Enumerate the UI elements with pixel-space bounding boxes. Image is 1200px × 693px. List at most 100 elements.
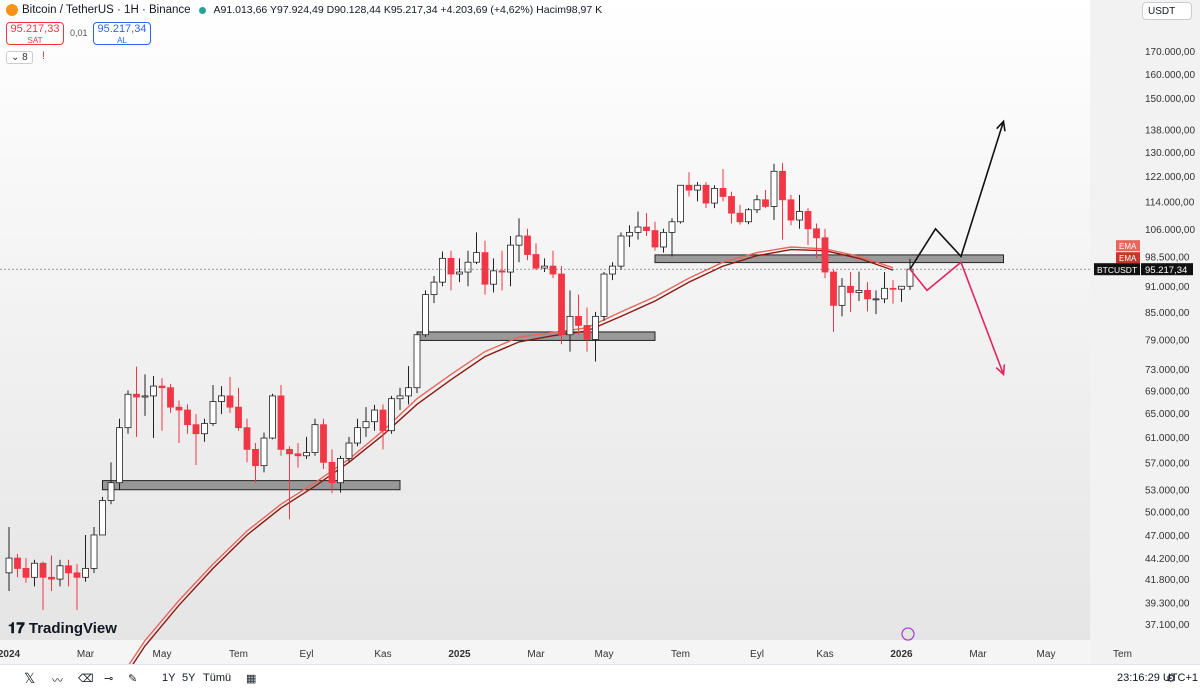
candle [498, 250, 506, 291]
candle-body [73, 572, 81, 578]
range-1y[interactable]: 1Y [162, 672, 176, 684]
x-tick-label: Kas [816, 649, 833, 660]
y-tick-label: 61.000,00 [1145, 433, 1190, 444]
candle [269, 393, 276, 440]
logo-text: TradingView [28, 620, 117, 637]
candle-body [371, 409, 378, 423]
candle-body [107, 482, 115, 501]
candle [804, 208, 812, 246]
indicator-toggle[interactable]: ⌄ 8 [6, 51, 33, 64]
candle [286, 446, 293, 520]
clock[interactable]: 23:16:29 UTC+1 [1117, 672, 1199, 684]
candle-body [22, 568, 30, 578]
spread-value: 0,01 [70, 28, 88, 38]
settings-icon[interactable]: ⚙ [1166, 673, 1176, 685]
candle-body [201, 423, 208, 435]
candle-body [617, 235, 625, 267]
brush-icon[interactable]: ✎ [128, 673, 138, 685]
candle [634, 211, 642, 240]
line-tool-icon[interactable]: ⊸ [104, 673, 114, 685]
candle [294, 443, 302, 468]
candle [201, 418, 208, 442]
candle [150, 375, 157, 439]
candle-body [464, 261, 472, 273]
x-tick-label: Tem [229, 649, 248, 660]
candle-body [65, 565, 72, 574]
candle [515, 218, 523, 263]
y-tick-label: 98.500,00 [1145, 252, 1190, 263]
y-tick-label: 85.000,00 [1145, 308, 1190, 319]
candle-body [252, 448, 259, 467]
candle [847, 272, 854, 312]
calendar-icon[interactable]: ▦ [246, 673, 257, 685]
candle [575, 294, 582, 335]
candle [218, 386, 225, 415]
candle-body [575, 315, 582, 326]
candle-body [82, 568, 89, 578]
y-tick-label: 50.000,00 [1145, 508, 1190, 519]
currency-selector[interactable]: USDT [1142, 2, 1192, 20]
symbol-title[interactable]: Bitcoin / TetherUS · 1H · Binance [22, 4, 191, 16]
candle-body [48, 576, 55, 580]
candle-body [269, 395, 276, 439]
candle-body [124, 393, 132, 429]
tradingview-icon: 𝟏𝟕 [8, 620, 25, 637]
candle [226, 377, 234, 413]
candle [583, 307, 591, 352]
candle [626, 225, 633, 248]
candle-body [294, 453, 302, 457]
support-zone [102, 480, 401, 491]
y-tick-label: 41.800,00 [1145, 575, 1190, 586]
candle-body [422, 294, 429, 336]
symbol-axis-label-bg [1094, 263, 1140, 276]
candle-body [779, 170, 786, 201]
buy-button[interactable]: 95.217,34 AL [93, 22, 151, 45]
candle [260, 432, 268, 473]
sell-button[interactable]: 95.217,33 SAT [6, 22, 64, 45]
candle [388, 395, 395, 434]
warning-icon[interactable]: ! [42, 50, 46, 62]
candle-body [243, 427, 251, 450]
candle [694, 182, 701, 202]
candle [48, 555, 55, 591]
candle-body [439, 257, 446, 283]
candle-body [787, 199, 795, 221]
candle [311, 418, 319, 456]
candle-body [855, 290, 863, 293]
candle-body [804, 211, 812, 230]
candle [660, 228, 667, 253]
candle [413, 334, 421, 394]
candle-body [99, 500, 106, 536]
y-tick-label: 39.300,00 [1145, 598, 1190, 609]
candle-body [898, 285, 905, 290]
candle [855, 271, 863, 302]
x-tick-label: Eyl [750, 649, 764, 660]
candle-body [541, 265, 548, 269]
range-5y[interactable]: 5Y [182, 672, 196, 684]
range-all[interactable]: Tümü [203, 672, 232, 684]
x-icon[interactable]: 𝕏 [24, 670, 36, 686]
candle [592, 311, 599, 362]
candle [371, 404, 378, 431]
draw-icon[interactable]: 〰 [52, 675, 63, 687]
candle [532, 243, 540, 271]
candle [158, 378, 166, 431]
symbol-axis-label: BTCUSDT [1097, 265, 1137, 275]
x-tick-label: Tem [1113, 649, 1132, 660]
indicator-count: 8 [22, 52, 28, 63]
eraser-icon[interactable]: ⌫ [78, 673, 94, 685]
candle-body [14, 557, 21, 569]
candle-body [184, 409, 191, 426]
candle [22, 558, 30, 583]
y-tick-label: 57.000,00 [1145, 458, 1190, 469]
x-tick-label: May [153, 649, 172, 660]
candle-body [413, 334, 421, 389]
candle-body [192, 424, 200, 435]
candle [864, 282, 871, 312]
candle-body [643, 226, 650, 231]
last-price-label-bg [1141, 263, 1193, 276]
candle [5, 527, 13, 591]
candle-body [677, 184, 684, 223]
candle [490, 258, 497, 293]
